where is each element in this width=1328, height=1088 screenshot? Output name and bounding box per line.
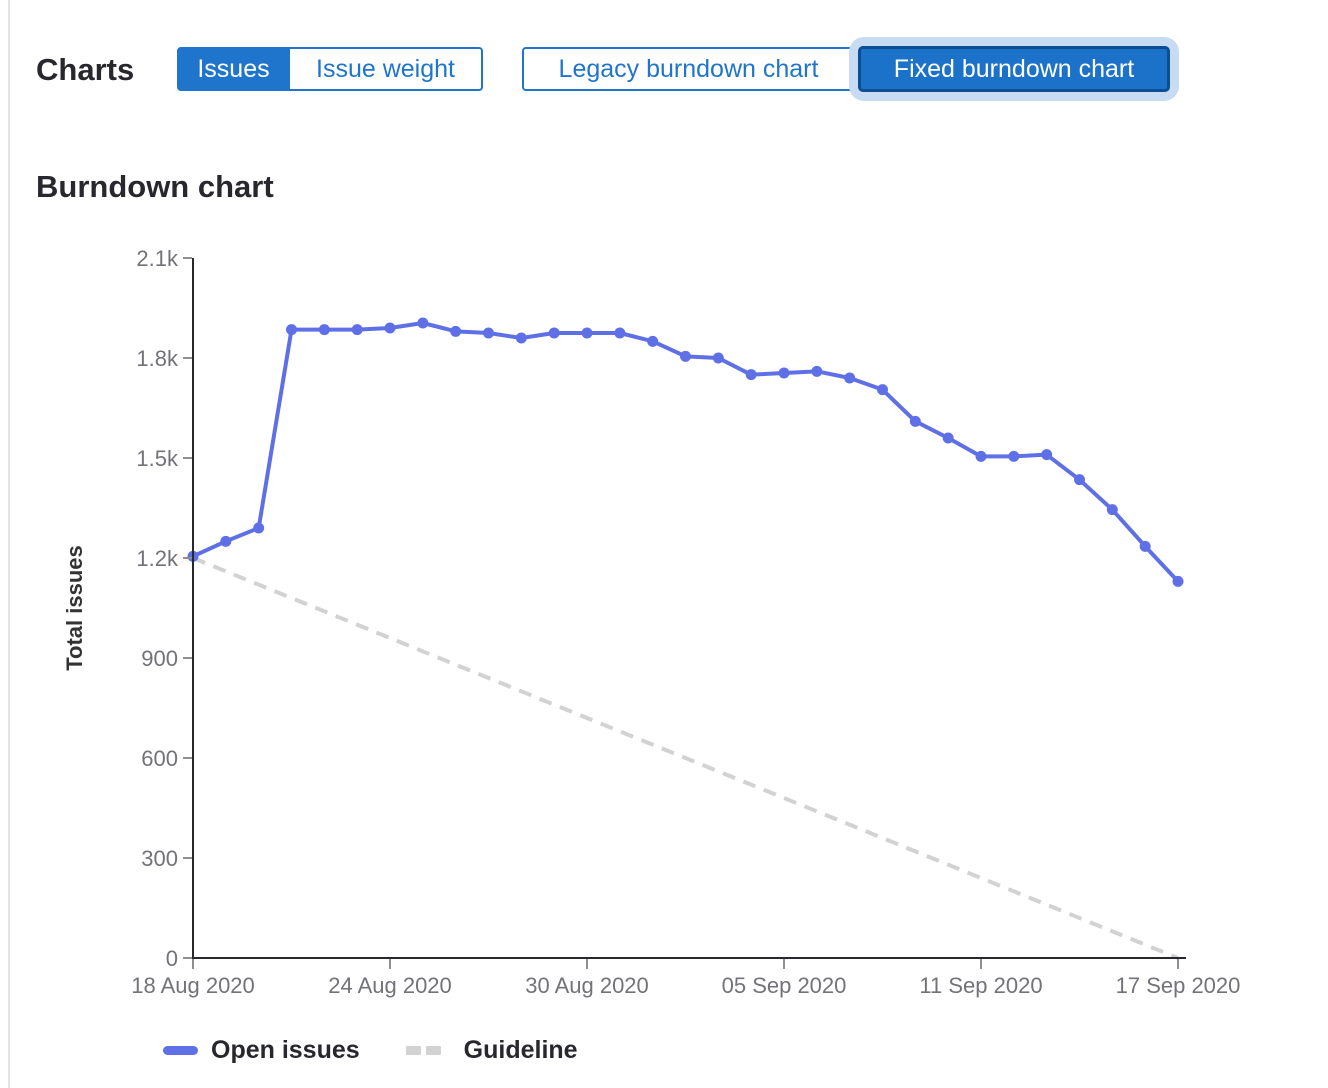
charts-label: Charts [36, 52, 135, 87]
open-issues-line-swatch [163, 1045, 198, 1055]
legend-label-guideline: Guideline [463, 1035, 578, 1064]
open-issues-data-point [647, 335, 659, 347]
guideline-series [192, 556, 1179, 960]
open-issues-data-point [614, 327, 626, 339]
legend-item-open-issues[interactable]: Open issues [163, 1036, 360, 1065]
open-issues-data-point [253, 522, 265, 534]
fixed-burndown-chart-focus-ring: Fixed burndown chart [849, 37, 1179, 101]
y-axis-tick-label: 0 [166, 946, 178, 971]
open-issues-data-point [581, 327, 593, 339]
open-issues-data-point [417, 317, 429, 329]
issues-button[interactable]: Issues [177, 47, 290, 91]
open-issues-data-point [483, 327, 494, 339]
open-issues-data-point [1106, 504, 1118, 516]
open-issues-data-point [548, 327, 560, 339]
x-axis-tick-label: 24 Aug 2020 [328, 973, 452, 998]
open-issues-data-point [712, 352, 724, 364]
open-issues-data-point [680, 350, 691, 362]
legend-item-guideline[interactable]: Guideline [405, 1035, 578, 1065]
open-issues-data-point [220, 535, 232, 547]
y-axis-title: Total issues [62, 545, 87, 671]
open-issues-data-point [844, 372, 856, 384]
y-axis-tick-label: 1.8k [136, 346, 179, 371]
x-axis-tick-label: 05 Sep 2020 [722, 973, 847, 998]
legacy-burndown-chart-button[interactable]: Legacy burndown chart [522, 47, 855, 91]
open-issues-data-point [877, 384, 888, 396]
open-issues-data-point [351, 324, 363, 336]
y-axis-tick-label: 300 [141, 846, 178, 871]
open-issues-data-point [811, 365, 823, 377]
open-issues-data-point [942, 432, 954, 444]
open-issues-data-point [975, 450, 987, 462]
x-axis-tick-label: 11 Sep 2020 [919, 973, 1042, 998]
x-axis-tick-label: 18 Aug 2020 [131, 973, 255, 998]
page-left-border [8, 0, 10, 1088]
open-issues-data-point [1139, 540, 1151, 552]
metric-toggle-group: Issues Issue weight [177, 47, 483, 91]
x-axis-tick-label: 17 Sep 2020 [1116, 973, 1241, 998]
open-issues-data-point [1074, 474, 1085, 486]
open-issues-data-point [450, 325, 462, 337]
chart-title: Burndown chart [36, 169, 274, 204]
issue-weight-button[interactable]: Issue weight [290, 47, 483, 91]
open-issues-data-point [384, 322, 396, 334]
chart-legend: Open issues Guideline [163, 1033, 578, 1067]
y-axis-tick-label: 1.2k [136, 546, 179, 571]
guideline-dashed-swatch [405, 1045, 446, 1055]
open-issues-data-point [745, 369, 757, 381]
y-axis-tick-label: 900 [141, 646, 178, 671]
open-issues-data-point [778, 367, 790, 379]
y-axis-tick-label: 2.1k [136, 246, 179, 271]
burndown-chart-canvas: 0 300 600 900 1.2k 1.5k 1.8k 2.1k 18 Aug 2020 24 … [62, 246, 1241, 998]
open-issues-data-point [1041, 449, 1053, 461]
open-issues-data-point [909, 415, 921, 427]
legend-label-open-issues: Open issues [211, 1035, 360, 1064]
fixed-burndown-chart-button[interactable]: Fixed burndown chart [858, 46, 1170, 92]
open-issues-data-point [1008, 450, 1020, 462]
open-issues-data-point [1172, 575, 1184, 587]
open-issues-data-point [286, 324, 297, 336]
open-issues-data-point [318, 324, 330, 336]
y-axis-tick-label: 1.5k [136, 446, 179, 471]
open-issues-data-point [515, 332, 527, 344]
y-axis-tick-label: 600 [141, 746, 178, 771]
x-axis-tick-label: 30 Aug 2020 [525, 973, 649, 998]
